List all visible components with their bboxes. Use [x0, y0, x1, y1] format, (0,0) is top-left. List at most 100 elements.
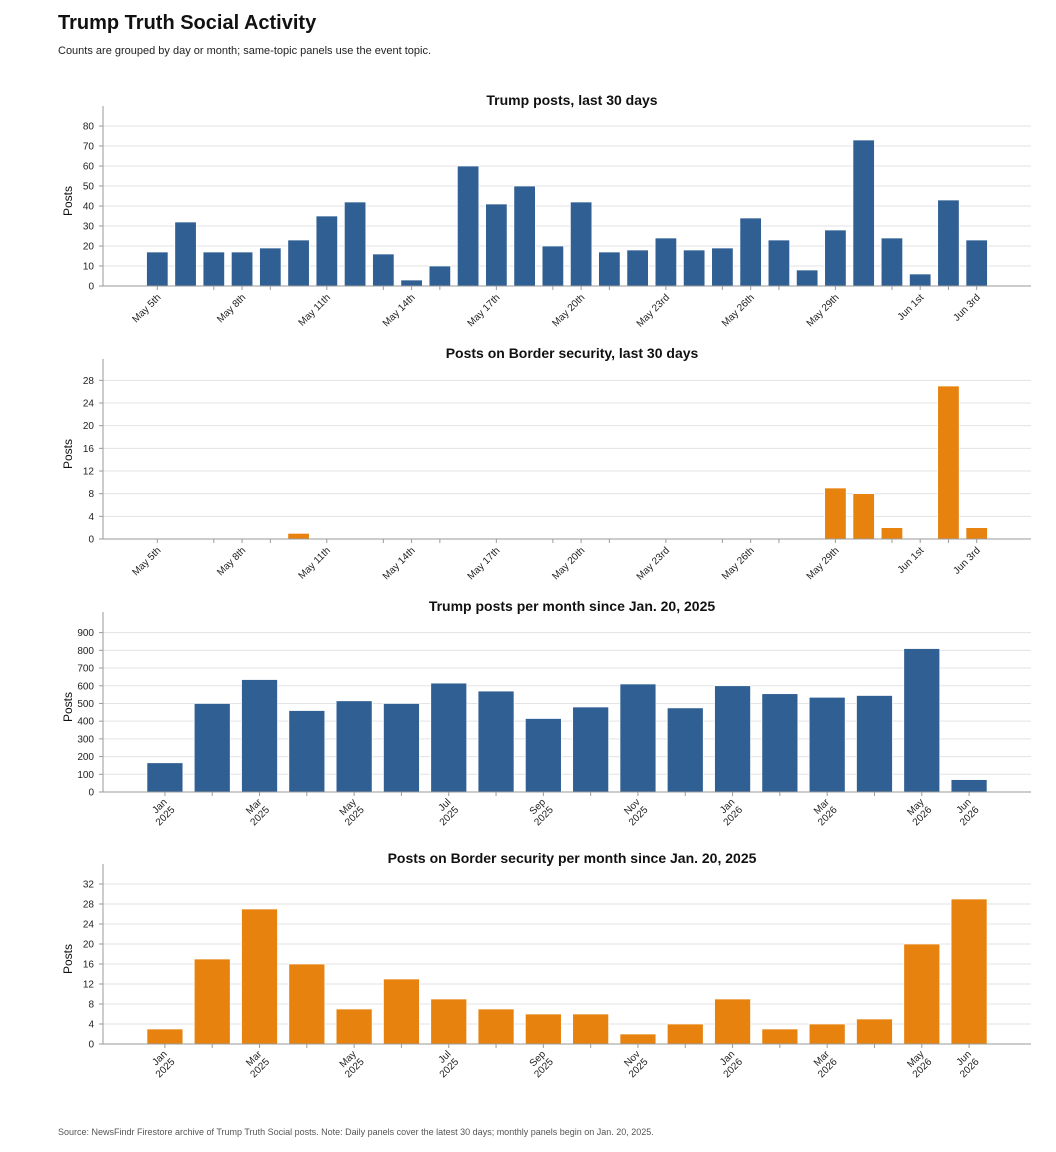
y-tick-label: 40	[83, 202, 95, 213]
y-tick-label: 80	[83, 122, 95, 133]
y-tick-label: 0	[88, 1040, 94, 1051]
y-tick-label: 50	[83, 182, 95, 193]
y-tick-label: 24	[83, 920, 95, 931]
x-tick-label: May 14th	[381, 292, 418, 329]
chart-monthly-posts: Trump posts per month since Jan. 20, 202…	[61, 598, 1031, 829]
x-tick-label: May 23rd	[635, 545, 672, 582]
bar-sep-2025	[525, 718, 562, 793]
chart-monthly-border-security: Posts on Border security per month since…	[61, 850, 1031, 1081]
x-tick-label: Mar2025	[241, 796, 273, 828]
panel-title: Posts on Border security, last 30 days	[446, 345, 699, 361]
x-tick-label: May 20th	[550, 292, 587, 329]
bar-may-7th	[202, 251, 225, 287]
bar-jul-2025	[430, 682, 468, 793]
y-tick-label: 4	[88, 512, 94, 523]
bar-may-10th	[287, 239, 310, 287]
bar-mar-2025	[241, 679, 278, 793]
bar-aug-2025	[477, 690, 515, 793]
x-tick-label: May 23rd	[635, 292, 672, 329]
x-tick-label: Jun2026	[950, 1049, 982, 1081]
bar-jun-2026	[950, 779, 988, 793]
x-tick-label: Jul2025	[430, 797, 462, 829]
bar-jul-2025	[430, 998, 468, 1045]
y-tick-label: 0	[88, 535, 94, 546]
bar-apr-2026	[856, 695, 893, 793]
bar-mar-2026	[808, 696, 846, 793]
bar-may-27th	[767, 239, 790, 287]
bar-feb-2026	[761, 693, 799, 793]
x-tick-label: May 17th	[466, 545, 503, 582]
x-tick-label: Jan2026	[714, 797, 746, 829]
chart-daily-border-security: Posts on Border security, last 30 days 0 4…	[61, 345, 1031, 583]
y-tick-label: 100	[77, 770, 94, 781]
y-tick-label: 8	[88, 489, 94, 500]
y-tick-label: 70	[83, 142, 95, 153]
x-tick-label: May2025	[335, 1049, 367, 1081]
x-tick-label: May2026	[903, 1049, 935, 1081]
x-tick-label: May 29th	[805, 292, 842, 329]
x-tick-label: Nov2025	[619, 1049, 651, 1081]
bar-may-6th	[174, 221, 197, 287]
y-tick-label: 16	[83, 960, 95, 971]
x-tick-label: Jun 3rd	[951, 545, 982, 576]
x-tick-label: May 11th	[297, 545, 333, 581]
bar-jun-3rd	[965, 239, 988, 287]
bar-may-24th	[683, 249, 706, 287]
bar-may-28th	[796, 269, 819, 287]
bar-nov-2025	[619, 1033, 657, 1045]
bar-dec-2025	[666, 1023, 704, 1045]
y-tick-label: 500	[77, 699, 94, 710]
y-axis-label: Posts	[61, 692, 75, 722]
bar-may-21st	[598, 251, 621, 287]
y-tick-label: 28	[83, 900, 95, 911]
bar-oct-2025	[572, 1013, 609, 1045]
y-tick-label: 28	[83, 376, 95, 387]
page-subtitle: Counts are grouped by day or month; same…	[58, 45, 431, 57]
bar-mar-2025	[241, 908, 278, 1045]
x-tick-label: Mar2026	[808, 1048, 840, 1080]
bar-jun-2nd	[937, 199, 960, 287]
x-tick-label: May 26th	[720, 545, 757, 582]
bar-may-29th	[824, 487, 847, 540]
bar-may-18th	[513, 185, 536, 287]
x-tick-label: Mar2026	[808, 796, 840, 828]
x-tick-label: May 26th	[720, 292, 757, 329]
bar-may-17th	[485, 203, 508, 287]
panel-title: Posts on Border security per month since…	[388, 850, 757, 866]
x-tick-label: Sep2025	[525, 797, 557, 829]
page-title: Trump Truth Social Activity	[58, 12, 317, 34]
y-tick-label: 10	[83, 262, 95, 273]
panel-title: Trump posts per month since Jan. 20, 202…	[429, 598, 716, 614]
bar-may-2026	[903, 943, 941, 1045]
bar-may-12th	[344, 201, 367, 287]
bar-jun-2025	[383, 703, 420, 793]
bar-feb-2025	[193, 958, 231, 1045]
bar-oct-2025	[572, 706, 609, 793]
bar-may-13th	[372, 253, 395, 287]
y-tick-label: 12	[83, 467, 95, 478]
x-tick-label: Jun 1st	[896, 292, 927, 323]
y-tick-label: 16	[83, 444, 95, 455]
y-tick-label: 600	[77, 681, 94, 692]
bar-may-16th	[457, 165, 480, 287]
y-tick-label: 12	[83, 980, 95, 991]
bar-may-5th	[146, 251, 169, 287]
y-tick-label: 200	[77, 752, 94, 763]
y-tick-label: 32	[83, 880, 95, 891]
chart-daily-posts: Trump posts, last 30 days 0 10 20 30 40 50 60 70…	[61, 92, 1031, 330]
bar-may-20th	[570, 201, 593, 287]
bar-feb-2025	[193, 703, 231, 793]
bar-may-9th	[259, 247, 282, 287]
x-tick-label: Jul2025	[430, 1049, 462, 1081]
y-tick-label: 60	[83, 162, 95, 173]
y-tick-label: 4	[88, 1020, 94, 1031]
x-tick-label: Jun 3rd	[951, 292, 982, 323]
bar-apr-2025	[288, 963, 326, 1045]
y-tick-label: 24	[83, 399, 95, 410]
y-tick-label: 20	[83, 421, 95, 432]
bar-may-30th	[852, 139, 875, 287]
y-axis-label: Posts	[61, 944, 75, 974]
y-tick-label: 30	[83, 222, 95, 233]
bar-mar-2026	[808, 1023, 846, 1045]
x-tick-label: May2025	[335, 797, 367, 829]
